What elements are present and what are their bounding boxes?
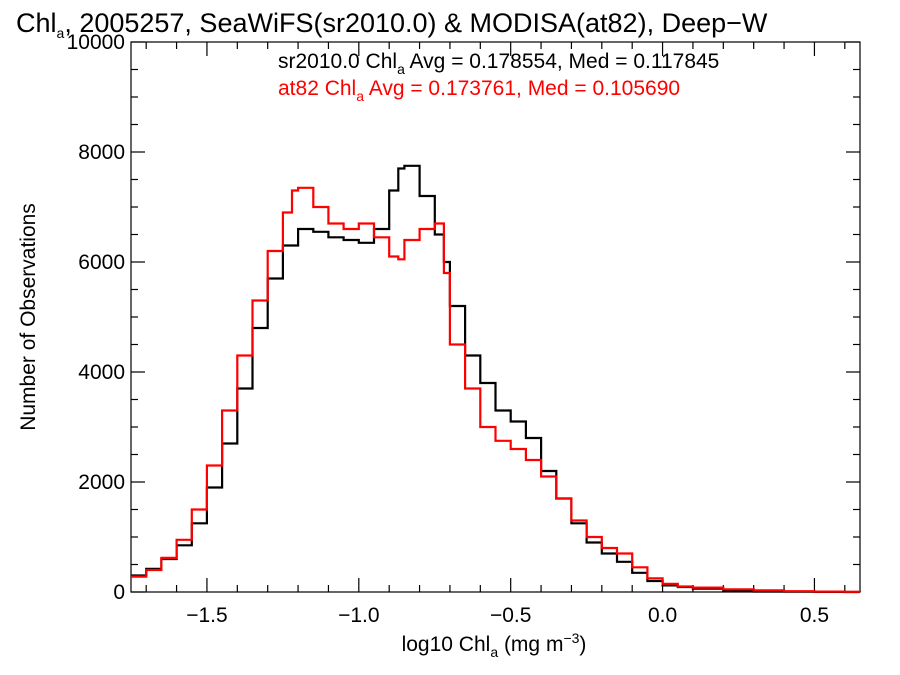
x-axis-title-post: (mg m — [498, 633, 563, 656]
x-axis-title-sub: a — [490, 644, 498, 660]
chart-title: Chla, 2005257, SeaWiFS(sr2010.0) & MODIS… — [16, 8, 768, 41]
plot-frame — [130, 41, 861, 593]
axis-ticks — [131, 41, 860, 593]
legend-entry-sr2010: sr2010.0 Chla Avg = 0.178554, Med = 0.11… — [278, 50, 719, 77]
y-axis-title: Number of Observations — [17, 203, 40, 431]
x-axis-title-pre: log10 Chl — [402, 633, 491, 656]
y-tick-label: 6000 — [78, 251, 125, 274]
x-tick-label: 0.0 — [648, 604, 677, 627]
legend-at82-pre: at82 Chl — [278, 77, 356, 100]
x-tick-label: −1.5 — [186, 604, 227, 627]
axis-tick-labels: −1.5 −1.0 −0.5 0.0 0.5 0 2000 4000 6000 8000 10000 — [67, 31, 829, 627]
chart-title-pre: Chl — [16, 8, 57, 38]
chart-title-sub: a — [57, 25, 65, 41]
legend-entry-at82: at82 Chla Avg = 0.173761, Med = 0.105690 — [278, 77, 680, 104]
x-axis-title-sup: −3 — [563, 630, 579, 646]
series-line-sr2010 — [131, 164, 860, 594]
legend-at82-post: Avg = 0.173761, Med = 0.105690 — [364, 77, 680, 100]
y-tick-label: 8000 — [78, 141, 125, 164]
x-tick-label: −0.5 — [490, 604, 531, 627]
y-tick-label: 0 — [113, 581, 125, 604]
legend-sr2010-sub: a — [397, 61, 405, 77]
x-axis-title: log10 Chla (mg m−3) — [402, 630, 587, 660]
legend-at82-sub: a — [356, 88, 364, 104]
series-line-at82 — [131, 186, 862, 593]
legend-sr2010-post: Avg = 0.178554, Med = 0.117845 — [405, 50, 720, 73]
legend-sr2010-pre: sr2010.0 Chl — [278, 50, 397, 73]
y-tick-label: 4000 — [78, 361, 125, 384]
chart-title-post: , 2005257, SeaWiFS(sr2010.0) & MODISA(at… — [64, 8, 768, 38]
y-tick-label: 2000 — [78, 471, 125, 494]
x-tick-label: −1.0 — [338, 604, 379, 627]
x-axis-title-end: ) — [579, 633, 586, 656]
y-tick-label: 10000 — [67, 31, 125, 54]
x-tick-label: 0.5 — [800, 604, 829, 627]
